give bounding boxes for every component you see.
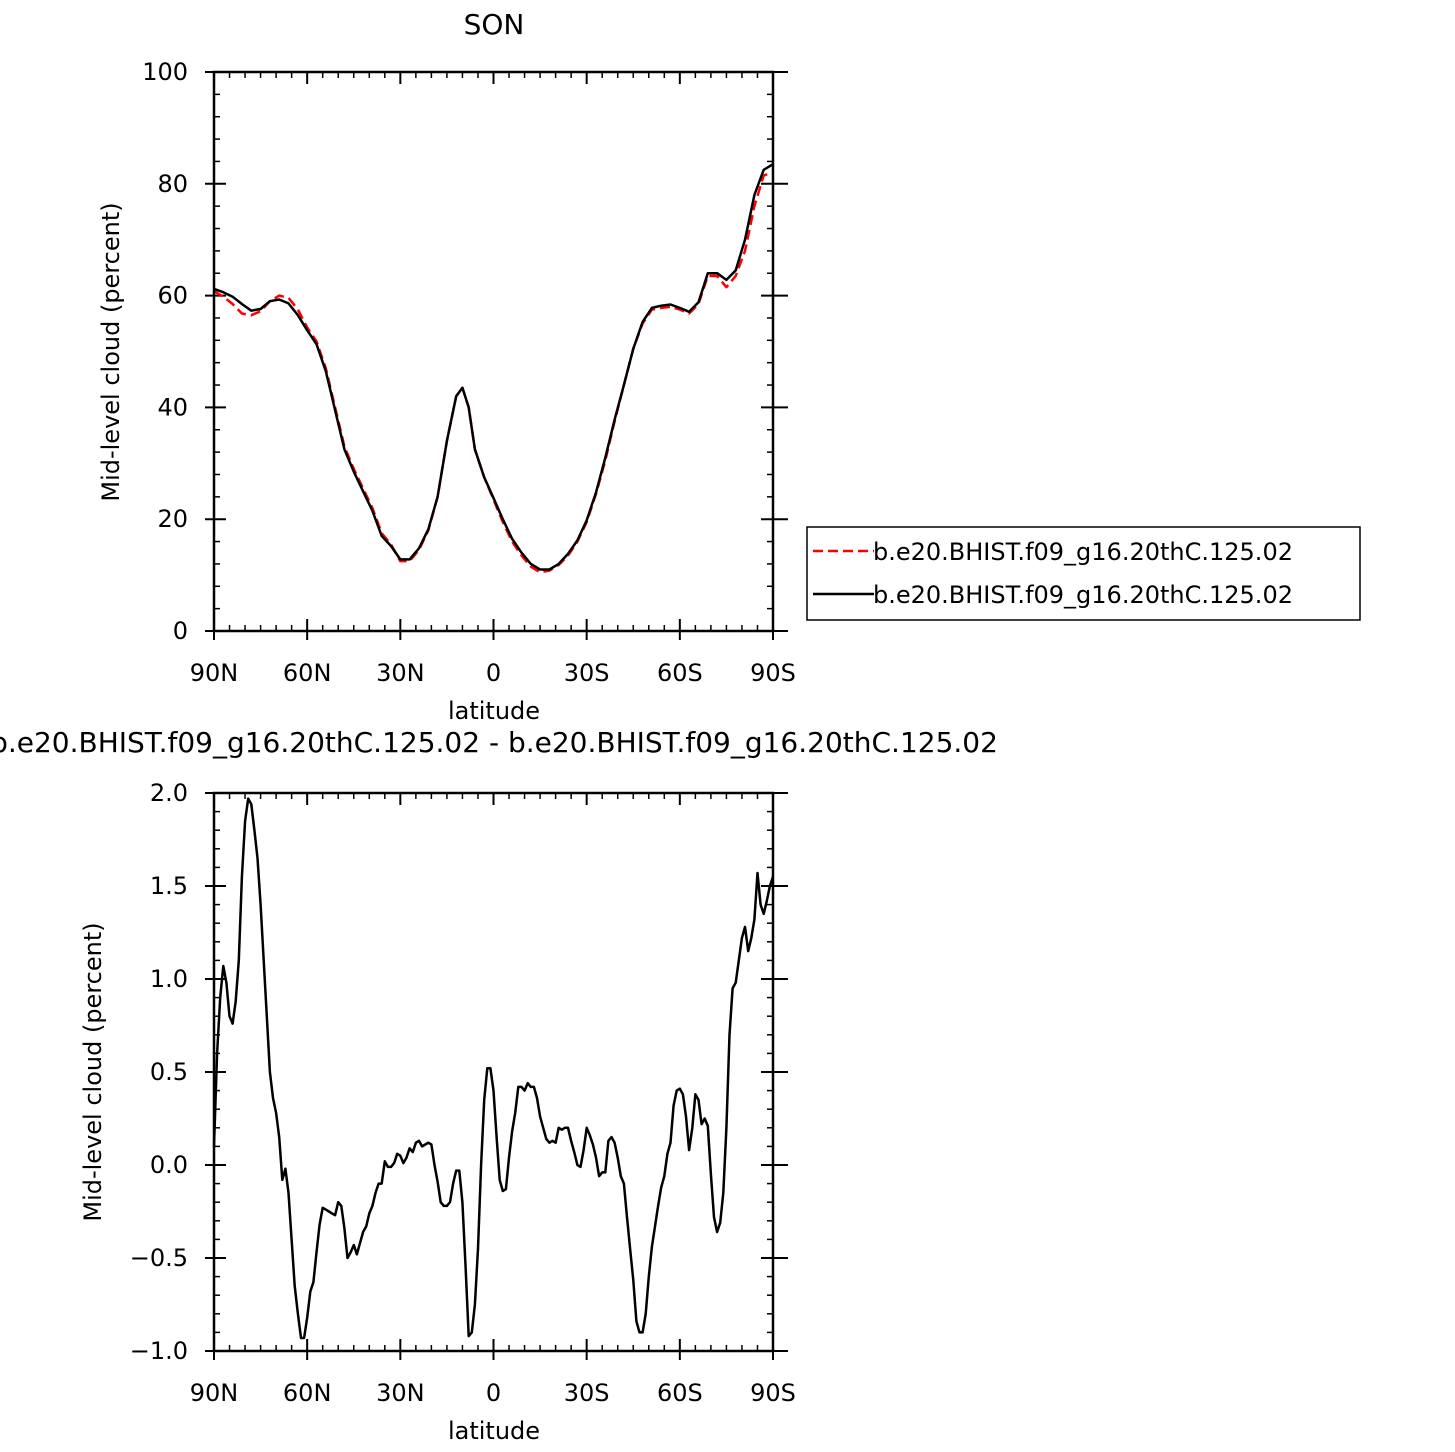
bottom-x-tick-label: 90S (750, 1379, 796, 1407)
top-x-tick-label: 90N (190, 659, 239, 687)
bottom-y-tick-label: 0.5 (150, 1058, 188, 1086)
top-y-tick-label: 60 (157, 282, 188, 310)
bottom-chart-frame (212, 791, 775, 1353)
top-chart-title: SON (464, 8, 525, 41)
bottom-chart-plot-area (212, 797, 775, 1340)
bottom-x-tick-label: 90N (190, 1379, 239, 1407)
legend-box (806, 526, 1361, 621)
bottom-chart-tick-labels: 90N 60N 30N 0 30S 60S 90S −1.0 −0.5 0.0 0.5 1.0 1.5 2… (130, 779, 796, 1407)
bottom-chart-ticks (205, 792, 788, 1360)
bottom-x-tick-label: 0 (486, 1379, 501, 1407)
top-chart-y-axis-label: Mid-level cloud (percent) (97, 202, 125, 501)
bottom-chart-panel: b.e20.BHIST.f09_g16.20thC.125.02 - b.e20… (0, 726, 998, 1445)
top-chart-legend: b.e20.BHIST.f09_g16.20thC.125.02 b.e20.B… (806, 526, 1361, 621)
top-chart-x-axis-label: latitude (448, 697, 540, 725)
top-y-tick-label: 40 (157, 393, 188, 421)
top-y-tick-label: 100 (142, 58, 188, 86)
bottom-y-tick-label: −0.5 (130, 1244, 188, 1272)
top-x-tick-label: 30S (564, 659, 610, 687)
bottom-x-tick-label: 60S (657, 1379, 703, 1407)
bottom-y-tick-label: 1.0 (150, 965, 188, 993)
top-x-tick-label: 60S (657, 659, 703, 687)
top-chart-tick-labels: 90N 60N 30N 0 30S 60S 90S 0 20 40 60 80 100 (142, 58, 796, 687)
bottom-x-tick-label: 30S (564, 1379, 610, 1407)
top-chart-series-2-line (213, 163, 774, 571)
bottom-x-tick-label: 60N (283, 1379, 332, 1407)
bottom-y-tick-label: 0.0 (150, 1151, 188, 1179)
top-y-tick-label: 20 (157, 505, 188, 533)
top-x-tick-label: 0 (486, 659, 501, 687)
bottom-y-tick-label: 2.0 (150, 779, 188, 807)
bottom-chart-title: b.e20.BHIST.f09_g16.20thC.125.02 - b.e20… (0, 726, 998, 759)
top-y-tick-label: 80 (157, 170, 188, 198)
bottom-y-tick-label: 1.5 (150, 872, 188, 900)
top-x-tick-label: 90S (750, 659, 796, 687)
bottom-chart-y-axis-label: Mid-level cloud (percent) (79, 922, 107, 1221)
legend-label-series-1: b.e20.BHIST.f09_g16.20thC.125.02 (873, 538, 1293, 566)
top-x-tick-label: 60N (283, 659, 332, 687)
bottom-chart-series-1-line (212, 797, 775, 1340)
top-chart-ticks (205, 71, 788, 640)
top-y-tick-label: 0 (173, 617, 188, 645)
top-chart-panel: SON Mid-level cloud (percent) latitude 9… (97, 8, 796, 725)
bottom-chart-x-axis-label: latitude (448, 1417, 540, 1445)
bottom-x-tick-label: 30N (376, 1379, 425, 1407)
top-x-tick-label: 30N (376, 659, 425, 687)
legend-label-series-2: b.e20.BHIST.f09_g16.20thC.125.02 (873, 581, 1293, 609)
top-chart-series-1-line (213, 171, 774, 574)
bottom-y-tick-label: −1.0 (130, 1337, 188, 1365)
top-chart-frame (212, 70, 775, 633)
top-chart-plot-area (213, 163, 774, 574)
